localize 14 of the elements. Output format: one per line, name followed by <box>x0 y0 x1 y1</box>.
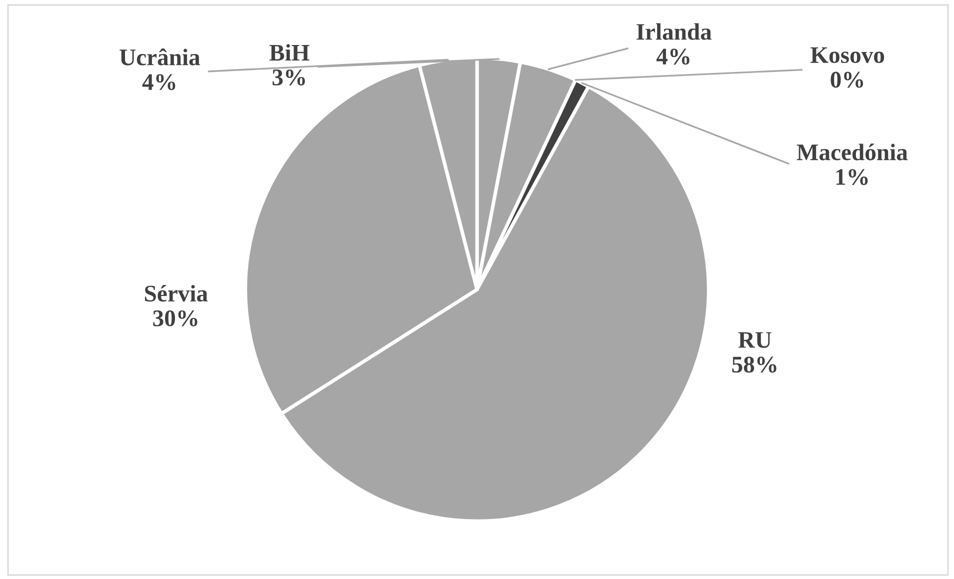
data-label: 3% <box>272 69 305 86</box>
slice-label: Macedónia <box>796 144 908 160</box>
data-label: 4% <box>656 48 690 65</box>
slice-label: Sérvia <box>145 284 208 302</box>
category-label: Kosovo <box>810 47 884 64</box>
text: 0% <box>830 72 864 88</box>
slice-label: BiH <box>269 44 310 61</box>
slice-label: RU <box>738 332 772 348</box>
slice-label: Irlanda <box>636 23 712 40</box>
data-label: 30% <box>153 310 198 326</box>
data-label: 4% <box>142 74 176 90</box>
slice-label: Ucrânia <box>120 48 200 66</box>
data-label: 58% <box>732 356 776 373</box>
data-label: 1% <box>836 169 868 186</box>
